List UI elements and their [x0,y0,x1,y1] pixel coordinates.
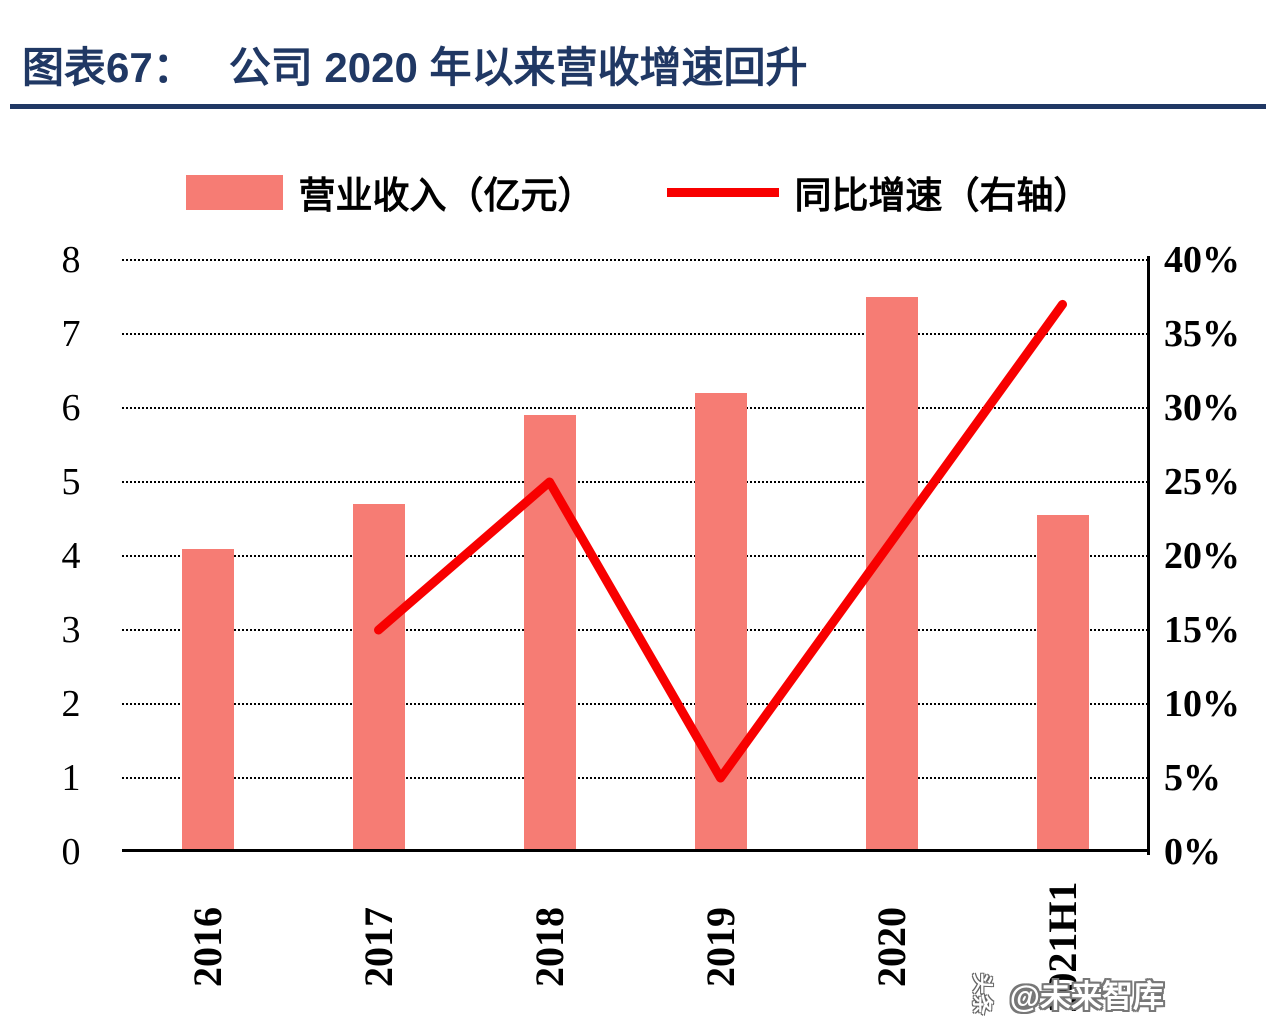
legend-line-swatch [666,187,779,197]
right-axis-tick-10%: 10% [1164,683,1240,725]
right-axis-tick-35%: 35% [1164,313,1240,355]
right-axis-tick-40%: 40% [1164,239,1240,281]
x-axis-label-2016: 2016 [184,907,230,987]
bar-2020 [865,297,918,852]
right-axis-tick-20%: 20% [1164,535,1240,577]
figure-title: 图表67： 公司 2020 年以来营收增速回升 [22,34,808,95]
legend-item-revenue: 营业收入（亿元） [185,165,595,219]
left-axis-tick-7: 7 [61,313,81,355]
legend-label-growth: 同比增速（右轴） [794,175,1091,216]
x-axis-label-2019: 2019 [697,907,743,987]
plot-area: 0 0% 1 5% 2 10% 3 15% 4 20% 5 25% 6 30% 7 35% 8 40% 2016 20… [62,239,1241,1013]
left-axis-tick-1: 1 [61,757,81,799]
gridline-1 [122,777,1148,779]
left-axis-tick-6: 6 [61,387,81,429]
gridline-5 [122,481,1148,483]
left-axis-tick-8: 8 [61,239,81,281]
figure-title-text: 公司 2020 年以来营收增速回升 [228,44,808,91]
legend-bar-swatch [185,174,283,210]
right-axis-tick-25%: 25% [1164,461,1240,503]
chart-legend: 营业收入（亿元） 同比增速（右轴） [0,164,1276,220]
x-axis-label-2018: 2018 [526,907,572,987]
gridline-8 [122,259,1148,261]
left-axis-tick-2: 2 [61,683,81,725]
left-axis-tick-4: 4 [61,535,81,577]
growth-line-layer [374,299,1067,783]
gridline-4 [122,555,1148,557]
legend-item-growth: 同比增速（右轴） [666,165,1091,219]
gridline-7 [122,333,1148,335]
growth-line [374,299,1067,783]
bar-2017 [352,504,405,852]
watermark: 头条 @未来智库 [962,971,1164,1016]
watermark-handle: @未来智库 [1009,979,1164,1014]
gridline-6 [122,407,1148,409]
right-axis-tick-5%: 5% [1164,757,1221,799]
right-axis-line [1147,256,1150,855]
right-axis-tick-30%: 30% [1164,387,1240,429]
left-axis-tick-3: 3 [61,609,81,651]
left-axis-tick-0: 0 [61,831,81,873]
gridline-2 [122,703,1148,705]
x-axis-label-2017: 2017 [355,907,401,987]
x-axis-label-2020: 2020 [868,907,914,987]
right-axis-tick-15%: 15% [1164,609,1240,651]
bar-2021H1 [1036,515,1089,852]
legend-label-revenue: 营业收入（亿元） [298,175,595,216]
left-axis-tick-5: 5 [61,461,81,503]
x-axis-line [122,849,1148,852]
title-divider [10,104,1266,109]
watermark-toutiao: 头条 [969,972,993,1015]
bar-2016 [181,548,234,852]
figure-label: 图表67： [22,44,195,91]
right-axis-tick-0%: 0% [1164,831,1221,873]
